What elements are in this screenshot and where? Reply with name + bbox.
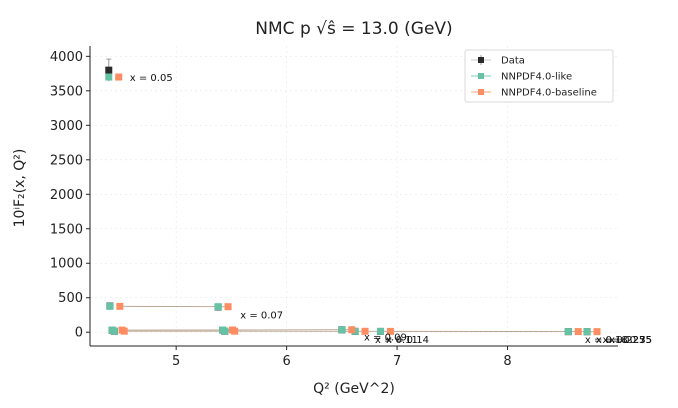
data-point: [231, 327, 239, 335]
y-tick-label: 4000: [50, 50, 83, 65]
y-tick-label: 1500: [50, 222, 83, 237]
x-axis-title: Q² (GeV^2): [313, 381, 395, 397]
annotation-label: x = 0.275: [603, 335, 652, 346]
legend-marker: [478, 57, 484, 63]
y-tick-label: 500: [58, 291, 83, 306]
data-point: [338, 326, 346, 334]
legend-marker: [478, 73, 484, 79]
annotation-label: x = 0.09: [364, 332, 407, 343]
x-tick-label: 8: [503, 354, 511, 369]
annotation-label: x = 0.05: [130, 73, 173, 84]
x-tick-label: 7: [393, 354, 401, 369]
annotation-label: x = 0.225: [596, 335, 645, 346]
y-tick-label: 3000: [50, 119, 83, 134]
x-tick-label: 6: [282, 354, 290, 369]
data-point: [120, 327, 128, 335]
legend-box: [464, 49, 614, 103]
annotations: x = 0.05 x = 0.07 x = 0.09x = 0.11x = 0.14…: [130, 73, 652, 346]
data-point: [564, 328, 572, 336]
data-point: [116, 302, 124, 310]
y-tick-label: 3500: [50, 84, 83, 99]
annotation-label: x = 0.18: [585, 335, 628, 346]
y-tick-label: 1000: [50, 257, 83, 272]
legend: Data NNPDF4.0-like NNPDF4.0-baseline: [464, 49, 614, 103]
data-point: [593, 328, 601, 336]
legend-label: NNPDF4.0-baseline: [501, 88, 597, 99]
data-point: [110, 327, 118, 335]
y-tick-label: 0: [75, 326, 83, 341]
chart-title: NMC p √ŝ = 13.0 (GeV): [255, 19, 452, 39]
legend-marker: [478, 89, 484, 95]
data-point: [361, 327, 369, 335]
data-point: [105, 66, 113, 74]
data-point: [221, 327, 229, 335]
data-marks: [105, 58, 601, 336]
data-point: [224, 303, 232, 311]
data-point: [348, 326, 356, 334]
data-point: [574, 328, 582, 336]
data-point: [377, 327, 385, 335]
legend-label: NNPDF4.0-like: [501, 72, 572, 83]
annotation-label: x = 0.35: [609, 335, 652, 346]
annotation-label: x = 0.07: [240, 310, 283, 321]
data-point: [386, 327, 394, 335]
data-point: [115, 73, 123, 81]
y-tick-label: 2500: [50, 153, 83, 168]
axes: 5 6 7 8 0 500 1000 1500 2000 2500 3000 3500 4000: [50, 46, 618, 369]
y-axis-title: 10ⁱF₂(x, Q²): [12, 149, 28, 228]
annotation-label: x = 0.14: [386, 335, 429, 346]
data-point: [105, 73, 113, 81]
data-point: [214, 303, 222, 311]
legend-label: Data: [501, 56, 525, 67]
data-point: [583, 328, 591, 336]
y-tick-label: 2000: [50, 188, 83, 203]
x-tick-label: 5: [172, 354, 180, 369]
annotation-label: x = 0.11: [375, 335, 418, 346]
data-point: [106, 302, 114, 310]
